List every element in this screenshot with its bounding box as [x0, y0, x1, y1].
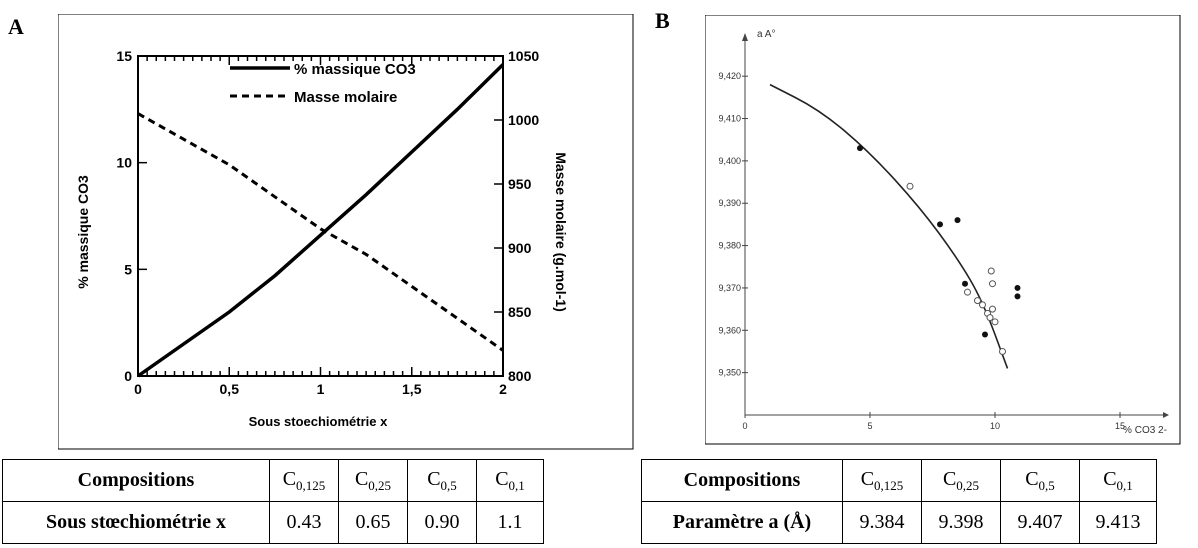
- table-b-value-3: 9.407: [1000, 501, 1080, 544]
- b-y-tick-label: 9,400: [718, 156, 741, 166]
- legend-label-solid: % massique CO3: [294, 61, 416, 78]
- b-open-point: [979, 301, 986, 309]
- table-b-composition-1: C0,125: [842, 459, 922, 502]
- b-y-axis-label: a A°: [757, 29, 775, 40]
- table-a-value-2: 0.65: [338, 501, 408, 544]
- b-y-tick-label: 9,380: [718, 241, 741, 251]
- y-right-tick-label: 1050: [508, 48, 539, 64]
- b-open-point: [999, 347, 1006, 355]
- y-right-tick-label: 1000: [508, 112, 539, 128]
- b-open-point: [989, 280, 996, 288]
- b-open-point: [986, 314, 994, 322]
- table-a-composition-3: C0,5: [407, 459, 477, 502]
- panel-b-label: B: [655, 8, 670, 33]
- x-tick-label: 1: [317, 381, 325, 397]
- table-b-composition-3: C0,5: [1000, 459, 1080, 502]
- b-filled-point: [937, 221, 943, 228]
- y-right-tick-label: 900: [508, 240, 532, 256]
- y-right-axis-label: Masse molaire (g.mol-1): [553, 152, 569, 312]
- b-open-point: [906, 182, 914, 190]
- y-left-tick-label: 15: [116, 48, 132, 64]
- b-open-point: [989, 305, 996, 313]
- b-open-point: [987, 267, 995, 275]
- panel-a-label: A: [8, 14, 24, 39]
- b-filled-point: [954, 217, 961, 224]
- y-left-tick-label: 5: [124, 261, 132, 277]
- table-a-value-1: 0.43: [269, 501, 339, 544]
- table-b: Compositions C0,125 C0,25 C0,5 C0,1 Para…: [641, 459, 1157, 544]
- y-left-tick-label: 0: [124, 368, 132, 384]
- chart-b-frame: [705, 15, 1181, 445]
- chart-b: 9,350 9,360 9,370 9,380 9,390 9,400 9,410 9,420…: [705, 15, 1181, 445]
- b-fit-curve: [769, 83, 1009, 369]
- b-y-tick-label: 9,410: [718, 114, 741, 124]
- b-y-tick-label: 9,390: [718, 198, 741, 208]
- b-x-tick-label: 5: [867, 421, 872, 431]
- table-a-value-3: 0.90: [407, 501, 477, 544]
- table-a-value-4: 1.1: [476, 501, 544, 544]
- x-tick-label: 2: [499, 381, 507, 397]
- chart-a: 0 0,5 1 1,5 2 0 5 10 15 800 850 900 950 1000 1050 % ma…: [58, 14, 634, 450]
- b-x-axis-arrow: [1163, 412, 1169, 418]
- series-line-mass-co3: [136, 63, 505, 378]
- table-b-value-1: 9.384: [842, 501, 922, 544]
- b-x-tick-label: 10: [990, 421, 1000, 431]
- b-open-point: [991, 318, 999, 326]
- b-y-tick-label: 9,420: [718, 71, 741, 81]
- x-tick-label: 0,5: [220, 381, 240, 397]
- y-right-tick-label: 950: [508, 176, 532, 192]
- x-tick-label: 1,5: [402, 381, 422, 397]
- table-b-composition-2: C0,25: [921, 459, 1001, 502]
- b-filled-point: [1014, 293, 1021, 300]
- table-b-header-label: Compositions: [641, 459, 843, 502]
- table-b-value-4: 9.413: [1079, 501, 1157, 544]
- table-a-row-label: Sous stœchiométrie x: [2, 501, 270, 544]
- b-x-tick-label: 15: [1115, 421, 1125, 431]
- chart-a-frame: [58, 14, 634, 450]
- legend-label-dashed: Masse molaire: [294, 89, 397, 106]
- b-x-axis-label: % CO3 2-: [1123, 425, 1167, 436]
- b-filled-point: [982, 331, 988, 338]
- b-filled-point: [1014, 284, 1021, 291]
- b-open-point: [964, 288, 971, 296]
- b-y-axis-arrow: [742, 33, 748, 41]
- table-a-header-label: Compositions: [2, 459, 270, 502]
- table-a-composition-4: C0,1: [476, 459, 544, 502]
- b-filled-point: [857, 145, 863, 152]
- y-right-tick-label: 800: [508, 368, 532, 384]
- y-left-axis-label: % massique CO3: [75, 175, 91, 289]
- table-b-composition-4: C0,1: [1079, 459, 1157, 502]
- b-x-tick-label: 0: [742, 421, 747, 431]
- table-a-composition-1: C0,125: [269, 459, 339, 502]
- table-b-value-2: 9.398: [921, 501, 1001, 544]
- table-a: Compositions C0,125 C0,25 C0,5 C0,1 Sous…: [2, 459, 544, 544]
- table-b-row-label: Paramètre a (Å): [641, 501, 843, 544]
- x-axis-label: Sous stoechiométrie x: [249, 414, 388, 429]
- series-line-molar-mass: [137, 112, 504, 352]
- b-y-tick-label: 9,350: [718, 368, 741, 378]
- table-a-composition-2: C0,25: [338, 459, 408, 502]
- y-left-tick-label: 10: [116, 155, 132, 171]
- b-y-tick-label: 9,370: [718, 283, 741, 293]
- b-filled-point: [962, 280, 968, 287]
- b-y-tick-label: 9,360: [718, 325, 741, 335]
- b-open-point: [974, 297, 981, 305]
- x-tick-label: 0: [134, 381, 142, 397]
- y-right-tick-label: 850: [508, 304, 532, 320]
